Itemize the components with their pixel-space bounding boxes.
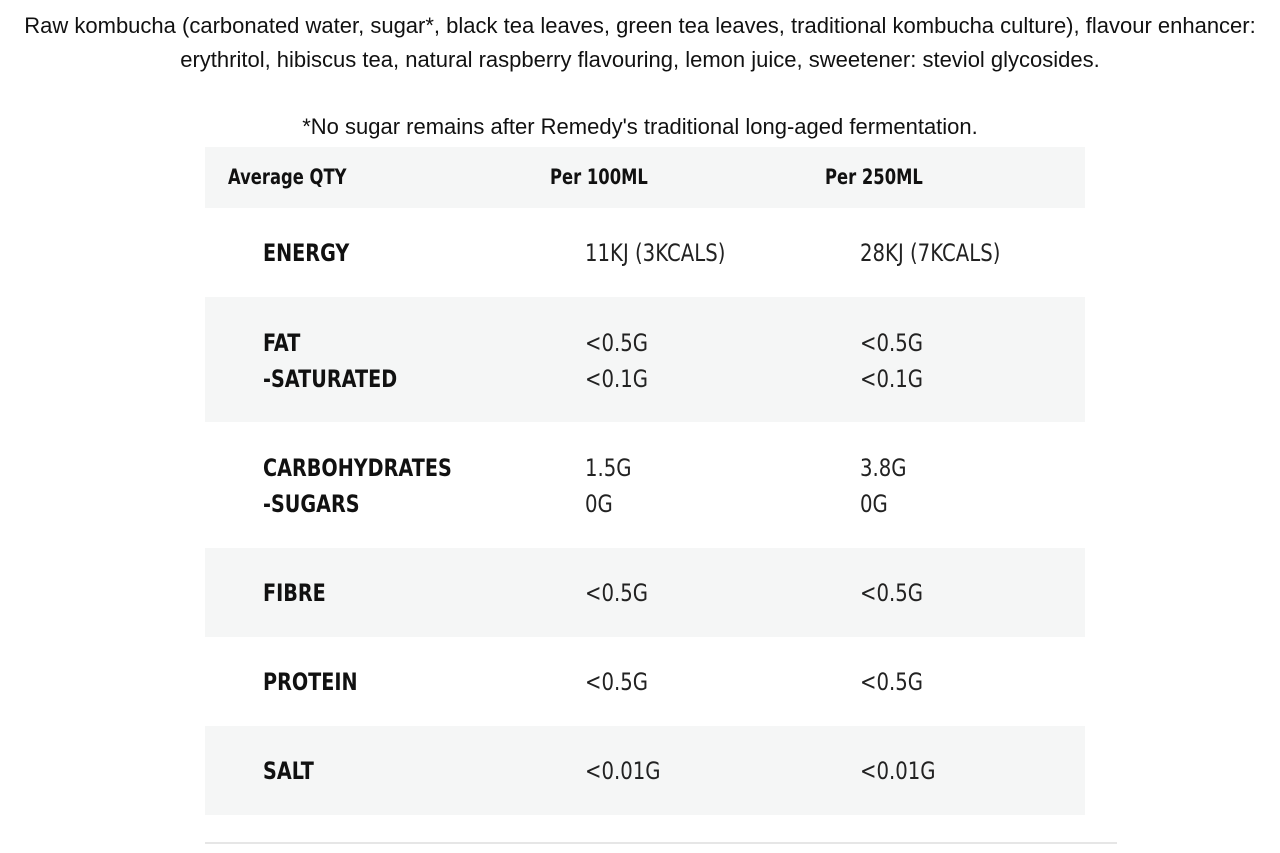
value-per-100ml: 11KJ (3KCALS) — [585, 239, 726, 267]
value-per-250ml: <0.5G — [860, 579, 924, 607]
nutrition-table: Average QTY Per 100ML Per 250ML ENERGY 1… — [205, 147, 1085, 815]
table-row-salt: SALT <0.01G <0.01G — [205, 726, 1085, 815]
table-row-fat: FAT -SATURATED <0.5G <0.1G <0.5G <0.1G — [205, 297, 1085, 422]
row-label: ENERGY — [263, 239, 350, 267]
row-label: PROTEIN — [263, 668, 358, 696]
value-per-100ml: <0.5G — [585, 579, 649, 607]
table-row-protein: PROTEIN <0.5G <0.5G — [205, 637, 1085, 726]
table-row-carbohydrates: CARBOHYDRATES -SUGARS 1.5G 0G 3.8G 0G — [205, 422, 1085, 548]
table-header-row: Average QTY Per 100ML Per 250ML — [205, 147, 1085, 208]
sub-value-per-100ml: <0.1G — [585, 365, 649, 393]
sugar-footnote: *No sugar remains after Remedy's traditi… — [302, 114, 978, 139]
header-per-250ml: Per 250ML — [825, 165, 923, 189]
row-label: CARBOHYDRATES — [263, 454, 452, 482]
value-per-250ml: 28KJ (7KCALS) — [860, 239, 1001, 267]
header-average-qty: Average QTY — [228, 165, 347, 189]
value-per-100ml: <0.01G — [585, 757, 661, 785]
value-per-250ml: 3.8G — [860, 454, 907, 482]
value-per-100ml: <0.5G — [585, 329, 649, 357]
value-per-250ml: <0.5G — [860, 668, 924, 696]
header-per-100ml: Per 100ML — [550, 165, 648, 189]
table-row-energy: ENERGY 11KJ (3KCALS) 28KJ (7KCALS) — [205, 208, 1085, 297]
sub-value-per-100ml: 0G — [585, 490, 613, 518]
value-per-250ml: <0.01G — [860, 757, 936, 785]
sub-value-per-250ml: 0G — [860, 490, 888, 518]
row-label: FAT — [263, 329, 301, 357]
row-label: FIBRE — [263, 579, 326, 607]
table-row-fibre: FIBRE <0.5G <0.5G — [205, 548, 1085, 637]
value-per-100ml: <0.5G — [585, 668, 649, 696]
row-sub-label: -SATURATED — [263, 365, 398, 393]
value-per-250ml: <0.5G — [860, 329, 924, 357]
value-per-100ml: 1.5G — [585, 454, 632, 482]
row-sub-label: -SUGARS — [263, 490, 360, 518]
row-label: SALT — [263, 757, 314, 785]
sub-value-per-250ml: <0.1G — [860, 365, 924, 393]
ingredients-text: Raw kombucha (carbonated water, sugar*, … — [24, 13, 1256, 72]
bottom-divider — [205, 842, 1117, 844]
